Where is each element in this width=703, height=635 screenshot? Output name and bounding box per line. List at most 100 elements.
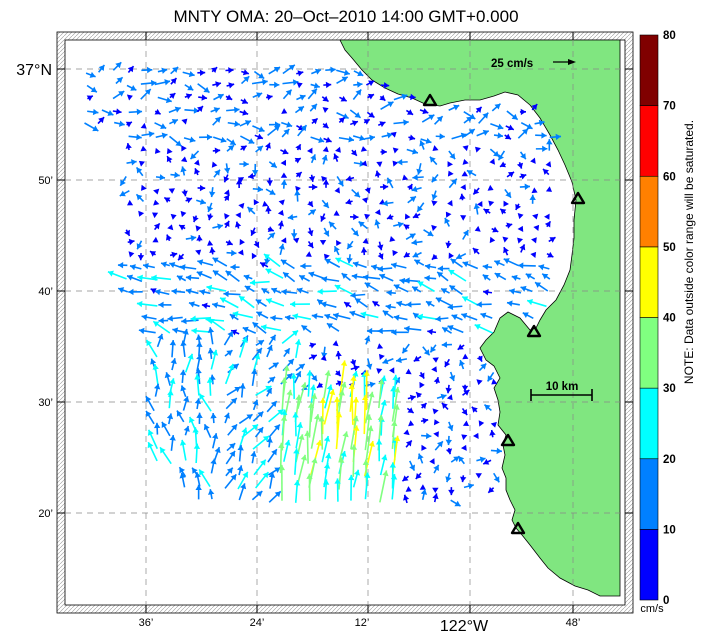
current-vector (374, 219, 381, 229)
current-vector (309, 103, 318, 112)
colorbar-tick-label: 0 (663, 595, 669, 607)
current-vector (86, 84, 98, 93)
current-vector (170, 77, 178, 85)
current-vector (157, 96, 172, 104)
current-vector (282, 89, 293, 100)
colorbar-segment (639, 34, 659, 106)
current-vector (317, 288, 337, 295)
current-vector (436, 271, 449, 282)
current-vector (364, 213, 371, 220)
current-vector (237, 465, 244, 476)
current-vector (225, 270, 240, 283)
current-vector (413, 355, 422, 362)
current-vector (432, 145, 439, 151)
current-vector (354, 297, 368, 308)
current-vector (293, 448, 300, 475)
current-vector (295, 363, 306, 372)
current-vector (141, 131, 155, 138)
current-vector (364, 282, 379, 292)
current-vector (435, 133, 445, 140)
current-vector (520, 285, 533, 293)
current-vector (447, 200, 453, 207)
current-vector (476, 379, 483, 386)
current-vector (332, 312, 351, 320)
current-vector (207, 327, 215, 345)
current-vector (321, 154, 328, 165)
current-vector (225, 67, 234, 74)
current-vector (431, 200, 438, 207)
current-vector (240, 135, 255, 145)
current-vector (209, 187, 216, 198)
current-vector (432, 408, 439, 415)
current-vector (348, 383, 355, 425)
current-vector (198, 469, 211, 487)
current-vector (266, 387, 273, 397)
current-vector (493, 472, 500, 483)
current-vector (300, 262, 312, 270)
current-vector (433, 115, 444, 125)
current-vector (334, 370, 342, 377)
current-vector (432, 487, 439, 493)
current-vector (421, 114, 435, 123)
current-vector (415, 391, 423, 399)
current-vector (431, 366, 437, 373)
current-vector (191, 327, 211, 335)
current-vector (125, 142, 132, 151)
current-vector (487, 184, 494, 191)
current-vector (166, 147, 173, 155)
current-vector (114, 120, 125, 127)
current-vector (268, 466, 281, 476)
current-vector (284, 314, 295, 322)
current-vector (447, 421, 454, 432)
current-vector (262, 200, 269, 207)
current-vector (457, 455, 465, 465)
current-vector (282, 79, 299, 86)
current-vector (446, 394, 453, 401)
current-vector (531, 237, 537, 244)
current-vector (157, 67, 168, 74)
current-vector (406, 301, 421, 308)
current-vector (409, 460, 416, 471)
current-vector (177, 253, 185, 261)
current-vector (251, 490, 263, 501)
current-vector (290, 373, 297, 399)
current-vector (138, 210, 145, 217)
current-vector (473, 432, 479, 440)
current-vector (441, 326, 452, 334)
current-vector (483, 403, 492, 412)
current-vector (490, 123, 504, 130)
current-vector (320, 301, 337, 308)
current-vector (97, 116, 105, 125)
current-vector (166, 413, 174, 425)
current-vector (476, 301, 492, 308)
current-vector (504, 188, 512, 199)
current-vector (249, 279, 270, 286)
current-vector (529, 194, 536, 204)
current-vector (127, 199, 134, 206)
current-vector (207, 240, 214, 246)
current-vector (205, 316, 225, 323)
current-vector (419, 140, 426, 150)
current-vector (126, 159, 137, 166)
current-vector (505, 222, 513, 229)
current-vector (287, 214, 298, 221)
current-vector (350, 292, 366, 299)
current-vector (207, 347, 215, 360)
current-vector (386, 289, 396, 297)
lat-label: 40’ (38, 286, 53, 298)
current-vector (364, 414, 373, 451)
current-vector (176, 275, 187, 282)
current-vector (306, 473, 313, 502)
current-vector (462, 353, 469, 360)
current-vector (226, 249, 237, 257)
current-vector (372, 300, 380, 307)
current-vector (252, 321, 267, 334)
current-vector (179, 369, 187, 384)
current-vector (320, 354, 327, 361)
current-vector (457, 344, 465, 351)
current-vector (434, 440, 444, 451)
current-vector (196, 271, 212, 280)
lat-label: 20’ (38, 508, 53, 520)
colorbar-tick-label: 10 (663, 524, 676, 536)
current-vector (252, 186, 264, 193)
